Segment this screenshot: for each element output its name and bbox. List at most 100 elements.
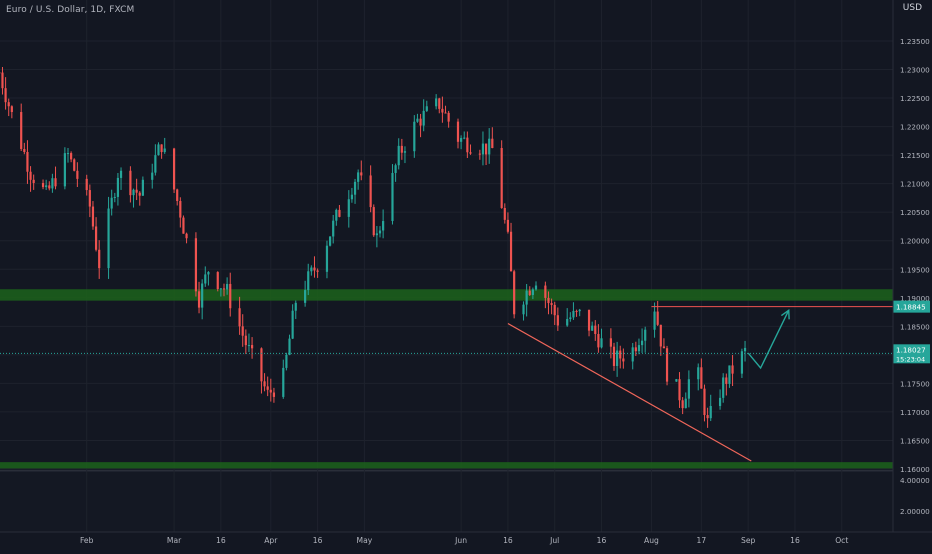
candle-body [444, 113, 446, 114]
candle-body [263, 381, 265, 386]
y-tick-label: 1.19500 [900, 265, 930, 274]
candle-body [45, 185, 47, 187]
candle-body [292, 311, 294, 339]
candle-body [1, 73, 3, 89]
candle-body [107, 209, 109, 269]
candle-body [157, 144, 159, 155]
candle-body [360, 172, 362, 175]
candle-body [535, 286, 537, 290]
candle-body [501, 148, 503, 208]
candle-body [304, 290, 306, 303]
candle-body [204, 274, 206, 283]
candle-body [544, 286, 546, 298]
candle-body [466, 138, 468, 153]
candle-body [5, 88, 7, 102]
x-tick-label: Apr [264, 536, 278, 545]
x-tick-label: 16 [597, 536, 607, 545]
candle-body [313, 268, 315, 271]
candle-body [164, 149, 166, 153]
candle-body [572, 311, 574, 317]
candle-body [426, 106, 428, 111]
candle-body [48, 185, 50, 188]
candle-body [207, 272, 209, 274]
candle-body [185, 234, 187, 239]
candle-body [98, 250, 100, 268]
y-tick-label: 1.20000 [900, 237, 930, 246]
candle-body [622, 358, 624, 361]
candle-body [229, 284, 231, 308]
candle-body [510, 232, 512, 272]
candle-body [67, 153, 69, 154]
candle-body [685, 399, 687, 408]
candle-body [129, 171, 131, 195]
candle-body [507, 220, 509, 232]
candle-body [354, 182, 356, 195]
candle-body [151, 173, 153, 180]
candle-body [731, 365, 733, 373]
candle-body [132, 190, 134, 195]
candle-body [70, 153, 72, 159]
candle-body [120, 171, 122, 178]
x-tick-label: Oct [835, 536, 848, 545]
candle-body [136, 190, 138, 193]
candle-body [351, 195, 353, 200]
candle-body [42, 183, 44, 187]
candle-body [575, 311, 577, 312]
candle-body [217, 272, 219, 289]
candle-body [482, 144, 484, 155]
candle-body [348, 199, 350, 217]
candle-body [223, 288, 225, 289]
candle-body [416, 119, 418, 122]
candle-body [64, 153, 66, 186]
x-tick-label: 16 [313, 536, 323, 545]
candle-body [448, 113, 450, 122]
candle-body [33, 180, 35, 183]
currency-label: USD [903, 3, 922, 13]
candle-body [404, 151, 406, 152]
candle-body [657, 312, 659, 325]
candle-body [310, 268, 312, 272]
y-tick-label: 1.17000 [900, 408, 930, 417]
candle-body [441, 109, 443, 113]
candle-body [89, 190, 91, 207]
candle-body [198, 291, 200, 307]
candle-body [697, 367, 699, 379]
candle-body [579, 310, 581, 311]
candle-body [11, 106, 13, 112]
candle-body [382, 221, 384, 230]
candle-body [338, 210, 340, 217]
candle-body [728, 365, 730, 383]
candle-body [610, 338, 612, 346]
candle-body [744, 348, 746, 351]
candle-body [423, 111, 425, 126]
x-tick-label: 16 [790, 536, 800, 545]
x-tick-label: Aug [644, 536, 659, 545]
candle-body [267, 386, 269, 389]
demand-zone [0, 462, 893, 468]
candle-body [644, 330, 646, 341]
candle-body [635, 347, 637, 351]
candle-body [51, 178, 53, 188]
candle-body [653, 312, 655, 330]
x-tick-label: Jul [549, 536, 559, 545]
y-tick-label: 1.20500 [900, 208, 930, 217]
candle-body [270, 390, 272, 393]
y-tick-label: 1.18500 [900, 322, 930, 331]
candle-body [379, 231, 381, 234]
candle-body [329, 236, 331, 245]
candle-body [117, 178, 119, 197]
candle-body [522, 305, 524, 315]
level-price-label: 1.18845 [896, 303, 926, 312]
candle-body [139, 193, 141, 196]
x-tick-label: Jun [454, 536, 467, 545]
candle-body [438, 98, 440, 108]
candle-body [526, 291, 528, 305]
candle-body [504, 208, 506, 220]
candle-body [529, 291, 531, 295]
candle-body [173, 149, 175, 190]
candle-body [26, 152, 28, 172]
candle-body [485, 144, 487, 155]
candle-body [317, 271, 319, 272]
